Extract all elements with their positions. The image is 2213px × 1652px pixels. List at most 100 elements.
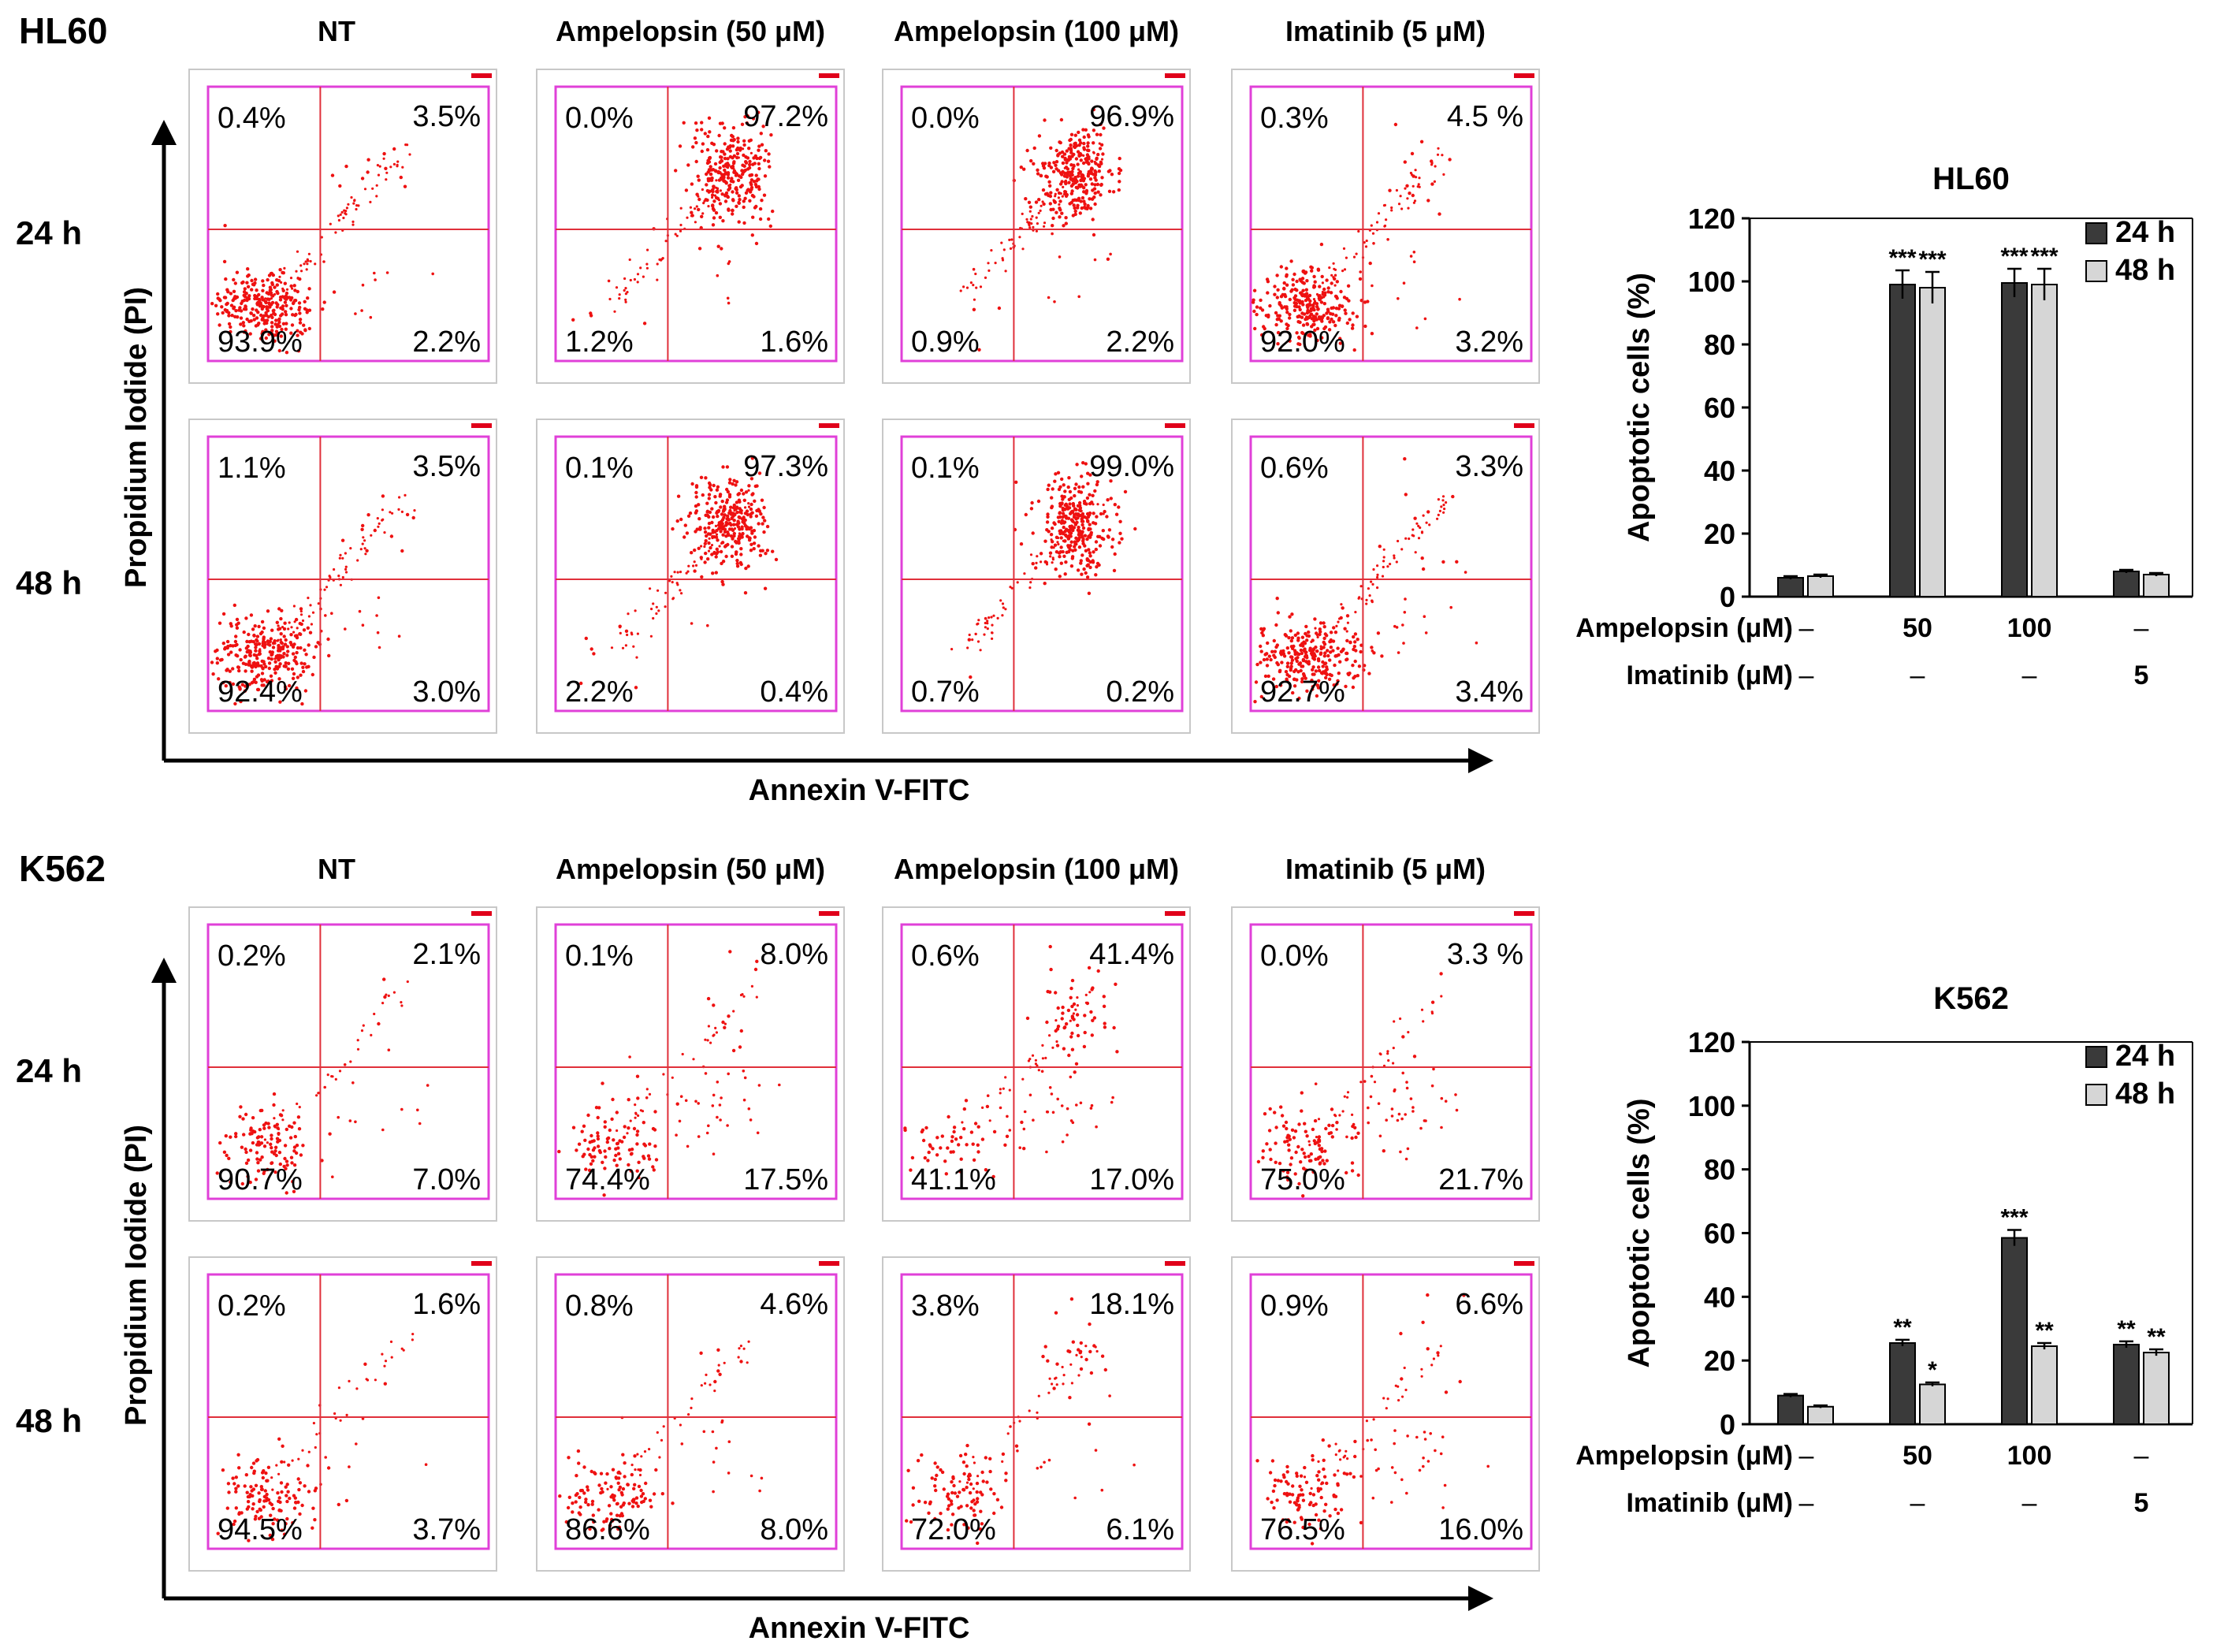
quadrant-q3-value: 0.7%: [911, 675, 980, 709]
quadrant-q4-value: 17.5%: [743, 1163, 828, 1196]
quadrant-q4-value: 3.7%: [412, 1513, 481, 1546]
plot-frame: [536, 906, 845, 1222]
plot-area: [900, 923, 1184, 1200]
condition-header: Imatinib (5 μM): [1285, 15, 1486, 47]
legend-swatch: [2085, 1046, 2107, 1068]
quadrant-q4-value: 7.0%: [412, 1163, 481, 1196]
quadrant-q2-value: 8.0%: [760, 938, 828, 971]
scatter-points: [1256, 972, 1459, 1198]
treatment-value: –: [1799, 660, 1814, 690]
plot-frame: [1231, 906, 1540, 1222]
scatter-points: [215, 977, 430, 1195]
plot-area: [1249, 923, 1533, 1200]
quadrant-q1-value: 0.0%: [911, 102, 980, 135]
quadrant-q4-value: 17.0%: [1089, 1163, 1174, 1196]
quadrant-q2-value: 96.9%: [1089, 100, 1174, 133]
scatter-points: [216, 1333, 428, 1542]
quadrant-q2-value: 41.4%: [1089, 938, 1174, 971]
scatter-points: [210, 143, 434, 355]
quadrant-q4-value: 8.0%: [760, 1513, 828, 1546]
y-tick-label: 80: [1704, 329, 1735, 361]
flow-panel-hl60: HL60 NT Ampelopsin (50 μM) Ampelopsin (100 …: [16, 10, 1540, 807]
treatment-label: Imatinib (μM): [1626, 1488, 1793, 1518]
plot-frame: [536, 69, 845, 384]
treatment-value: 5: [2134, 660, 2149, 690]
condition-header: Ampelopsin (100 μM): [894, 853, 1179, 885]
dot-plot: 0.9% 6.6% 76.5% 16.0%: [1231, 1256, 1540, 1572]
dot-plot: 0.0% 96.9% 0.9% 2.2%: [882, 69, 1191, 384]
scale-bar: [1514, 911, 1534, 916]
plot-area: [1249, 1273, 1533, 1550]
plot-area: [554, 435, 838, 713]
bar-1-1: [1919, 287, 1946, 597]
dot-plot: 0.1% 8.0% 74.4% 17.5%: [536, 906, 845, 1222]
significance-mark: *: [1928, 1357, 1937, 1383]
significance-mark: ***: [1888, 245, 1916, 271]
y-tick-label: 40: [1704, 1281, 1735, 1313]
quadrant-q4-value: 0.2%: [1106, 675, 1174, 709]
legend-label: 48 h: [2115, 1077, 2175, 1111]
chart-y-label: Apoptotic cells (%): [1623, 273, 1656, 542]
scale-bar: [819, 423, 839, 428]
dot-plot: 0.6% 41.4% 41.1% 17.0%: [882, 906, 1191, 1222]
y-tick-label: 60: [1704, 1218, 1735, 1250]
treatment-value: –: [1910, 660, 1925, 690]
legend-swatch: [2085, 222, 2107, 244]
y-tick-label: 20: [1704, 518, 1735, 550]
bar-0-3: [2113, 571, 2140, 597]
scatter-points: [571, 110, 775, 326]
treatment-value: –: [2134, 1441, 2149, 1471]
dot-plot: 0.3% 4.5 % 92.0% 3.2%: [1231, 69, 1540, 384]
significance-mark: **: [2117, 1316, 2136, 1342]
bar-0-3: [2113, 1343, 2140, 1426]
legend-swatch: [2085, 260, 2107, 282]
quadrant-q2-value: 18.1%: [1089, 1288, 1174, 1321]
scatter-points: [905, 1297, 1136, 1546]
y-axis-label: Propidium Iodide (PI): [120, 287, 153, 588]
time-label: 48 h: [16, 1402, 82, 1439]
plot-area: [206, 85, 490, 363]
plot-area: [900, 85, 1184, 363]
quadrant-q3-value: 76.5%: [1260, 1513, 1345, 1546]
dot-plot: 0.8% 4.6% 86.6% 8.0%: [536, 1256, 845, 1572]
significance-mark: ***: [1918, 247, 1946, 273]
quadrant-q4-value: 2.2%: [1106, 326, 1174, 359]
quadrant-q2-value: 3.5%: [412, 450, 481, 483]
significance-mark: ***: [2030, 244, 2058, 270]
bar-1-0: [1807, 575, 1834, 597]
significance-mark: **: [2035, 1318, 2054, 1344]
quadrant-q4-value: 2.2%: [412, 326, 481, 359]
quadrant-q4-value: 16.0%: [1438, 1513, 1523, 1546]
quadrant-q2-value: 3.3 %: [1447, 938, 1523, 971]
scale-bar: [1165, 911, 1185, 916]
dot-plot: 0.2% 1.6% 94.5% 3.7%: [188, 1256, 497, 1572]
dot-plot: 0.1% 97.3% 2.2% 0.4%: [536, 419, 845, 734]
scale-bar: [471, 911, 492, 916]
quadrant-q3-value: 72.0%: [911, 1513, 996, 1546]
significance-mark: ***: [2000, 1204, 2028, 1230]
scale-bar: [1165, 423, 1185, 428]
plot-frame: [536, 1256, 845, 1572]
quadrant-q1-value: 0.3%: [1260, 102, 1329, 135]
plot-area: [554, 85, 838, 363]
dot-plot: 0.0% 3.3 % 75.0% 21.7%: [1231, 906, 1540, 1222]
quadrant-q3-value: 92.7%: [1260, 675, 1345, 709]
scatter-points: [557, 950, 781, 1197]
bar-1-0: [1807, 1405, 1834, 1426]
bar-0-0: [1777, 1394, 1804, 1425]
bar-0-2: [2001, 1237, 2028, 1425]
time-label: 48 h: [16, 564, 82, 601]
scatter-points: [959, 107, 1123, 352]
quadrant-q2-value: 4.5 %: [1447, 100, 1523, 133]
bar-1-3: [2143, 574, 2170, 597]
y-tick-label: 40: [1704, 455, 1735, 487]
condition-header: Ampelopsin (50 μM): [556, 15, 825, 47]
treatment-value: 50: [1902, 613, 1932, 643]
quadrant-q3-value: 90.7%: [218, 1163, 303, 1196]
quadrant-q3-value: 0.9%: [911, 326, 980, 359]
quadrant-q1-value: 0.1%: [565, 452, 634, 485]
plot-frame: [188, 906, 497, 1222]
treatment-value: –: [1799, 1488, 1814, 1518]
quadrant-q2-value: 1.6%: [412, 1288, 481, 1321]
treatment-value: –: [1799, 613, 1814, 643]
